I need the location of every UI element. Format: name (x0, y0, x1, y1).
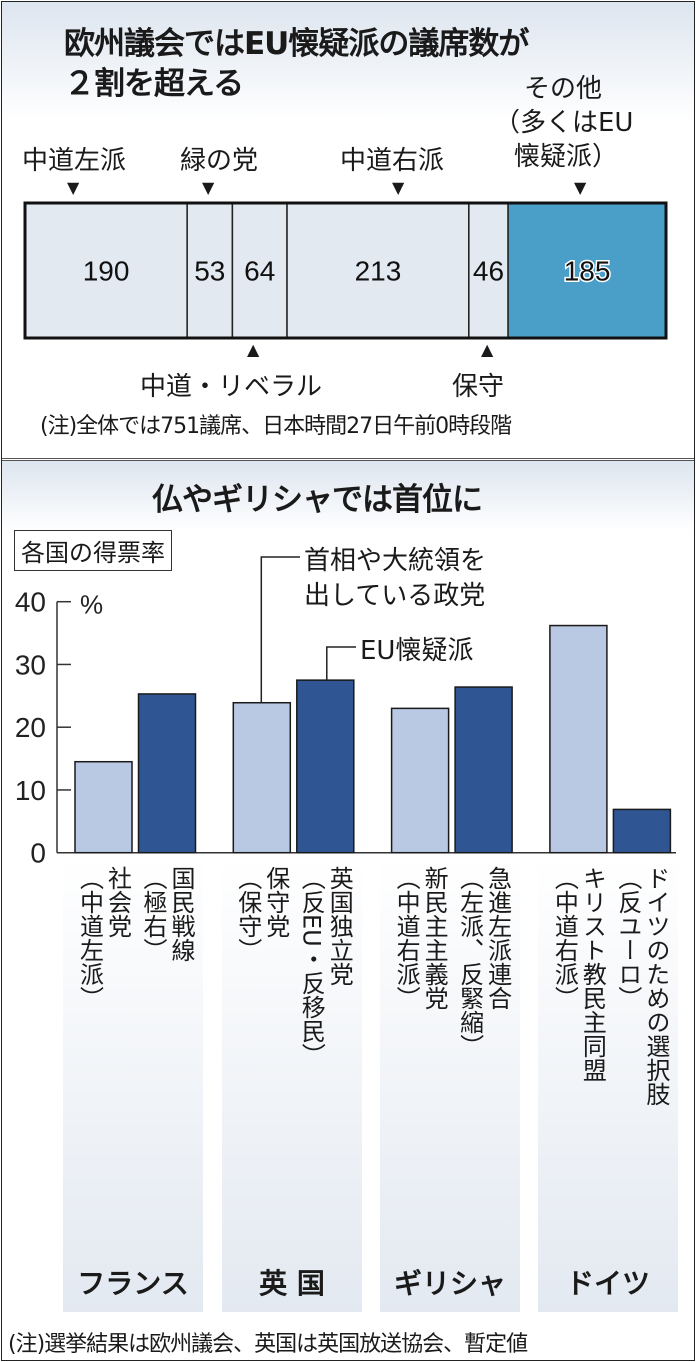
bar-eurosceptic (612, 808, 672, 854)
seat-value-label: 64 (244, 256, 275, 287)
section2-note: (注)選挙結果は欧州議会、英国は英国放送協会、暫定値 (8, 1332, 528, 1357)
arrow-down-icon: ▼ (202, 178, 215, 197)
section2-header-bg (2, 458, 694, 531)
country-label: ギリシャ (393, 1267, 506, 1300)
bar-leader (549, 624, 608, 854)
annotation-leader-line1: 首相や大統領を (304, 546, 487, 576)
party-label: 新民主主義党 （中道右派） (392, 866, 449, 1010)
y-tick-label: 20 (15, 712, 46, 743)
party-label: キリスト教民主同盟 （中道右派） (550, 866, 607, 1082)
section2-title: 仏やギリシャでは首位に (152, 482, 483, 518)
party-label: 保守党 （保守） (233, 866, 290, 962)
country-column-bg (538, 858, 678, 1312)
label-center-left: 中道左派 (22, 146, 127, 176)
arrow-down-icon: ▼ (67, 178, 80, 197)
section1-title-line1: 欧州議会ではEU懐疑派の議席数が (64, 26, 529, 62)
arrow-up-icon: ▲ (247, 340, 260, 359)
section1-header-bg (2, 2, 694, 122)
seat-segment (507, 202, 667, 339)
seat-segment (231, 202, 288, 339)
bar-leader (232, 701, 292, 854)
seat-value-label: 46 (473, 256, 504, 287)
label-liberal: 中道・リベラル (140, 372, 323, 402)
seat-value-label: 213 (355, 256, 402, 287)
bar-eurosceptic (454, 686, 513, 854)
label-others-line3: 懐疑派） (514, 142, 619, 172)
chart-label-box: 各国の得票率 (14, 530, 172, 571)
seat-value-label: 190 (83, 256, 130, 287)
y-tick-label: 40 (15, 587, 46, 618)
annotation-leader-line2: 出している政党 (304, 581, 486, 611)
country-column-bg (222, 858, 362, 1312)
party-label: ドイツのための選択肢 （反ユーロ） (613, 866, 670, 1106)
annotation-eurosceptic-line (326, 646, 356, 681)
label-conservative: 保守 (452, 372, 505, 402)
seat-value-label: 53 (194, 256, 225, 287)
seat-stacked-bar: 190 53 64 213 46 185 (23, 201, 668, 340)
label-greens: 緑の党 (180, 146, 259, 176)
arrow-up-icon: ▲ (481, 340, 494, 359)
y-tick-label: 10 (15, 775, 46, 806)
bar-leader (390, 707, 450, 854)
bar-eurosceptic (137, 693, 197, 854)
y-tick-label: 0 (30, 838, 46, 869)
party-label: 急進左派連合 （左派、反緊縮） (455, 866, 512, 1058)
bar-eurosceptic (296, 679, 355, 854)
annotation-leader-line (260, 556, 300, 703)
seat-value-label: 185 (564, 256, 611, 287)
label-others-line2: （多くはEU (494, 108, 634, 138)
label-center-right: 中道右派 (340, 146, 445, 176)
country-column-bg (63, 858, 203, 1312)
party-label: 社会党 （中道左派） (75, 866, 132, 1010)
seat-segment (286, 202, 470, 339)
country-column-bg (380, 858, 520, 1312)
label-others-line1: その他 (524, 74, 603, 104)
country-label: ドイツ (565, 1267, 650, 1300)
seat-bar-outline (23, 201, 668, 340)
annotation-eurosceptic: EU懐疑派 (360, 636, 474, 666)
y-tick-label: 30 (15, 649, 46, 680)
seat-segment (24, 202, 188, 339)
party-label: 国民戦線 （極右） (139, 866, 195, 962)
country-label: 英 国 (259, 1267, 325, 1300)
arrow-down-icon: ▼ (392, 178, 405, 197)
arrow-down-icon: ▼ (574, 178, 587, 197)
section1-note: (注)全体では751議席、日本時間27日午前0時段階 (40, 414, 512, 439)
y-unit-label: % (80, 590, 103, 620)
party-label: 英国独立党 （反EU・反移民） (297, 866, 354, 1067)
country-label: フランス (77, 1267, 189, 1300)
bar-leader (74, 760, 133, 854)
section1-title-line2: ２割を超える (64, 66, 244, 102)
